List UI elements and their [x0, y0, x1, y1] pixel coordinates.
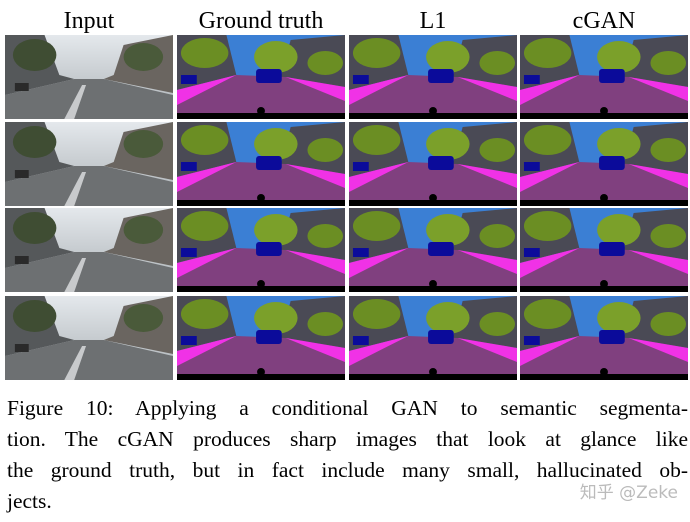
segmentation-image	[349, 296, 517, 380]
input-image	[5, 296, 173, 380]
caption-line: Figure 10: Applying a conditional GAN to…	[7, 396, 688, 420]
segmentation-image	[520, 296, 688, 380]
segmentation-image	[520, 35, 688, 119]
segmentation-image	[177, 208, 345, 292]
segmentation-image	[520, 208, 688, 292]
input-image	[5, 122, 173, 206]
caption: Figure 10: Applying a conditional GAN to…	[7, 393, 688, 517]
watermark: 知乎 @Zeke	[579, 483, 678, 503]
input-image	[5, 35, 173, 119]
caption-line: the ground truth, but in fact include ma…	[7, 458, 688, 482]
segmentation-image	[349, 208, 517, 292]
figure-grid: Input Ground truth L1 cGAN	[5, 8, 688, 380]
segmentation-image	[177, 122, 345, 206]
caption-line: tion. The cGAN produces sharp images tha…	[7, 427, 688, 451]
segmentation-image	[177, 296, 345, 380]
segmentation-image	[349, 35, 517, 119]
input-image	[5, 208, 173, 292]
column-header: Ground truth	[199, 8, 324, 34]
segmentation-image	[177, 35, 345, 119]
column-header: Input	[64, 8, 115, 34]
segmentation-image	[520, 122, 688, 206]
column-header: cGAN	[573, 8, 636, 34]
segmentation-image	[349, 122, 517, 206]
column-header: L1	[420, 8, 447, 34]
caption-line: jects.	[7, 489, 52, 513]
